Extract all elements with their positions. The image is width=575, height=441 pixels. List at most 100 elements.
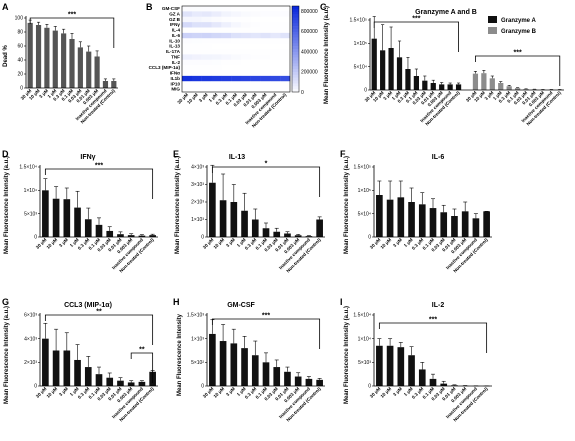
bar [316, 219, 323, 237]
y-tick-label: 1.5×10³ [187, 313, 204, 319]
bar [262, 362, 270, 386]
heatmap-cell [221, 43, 232, 50]
bar [138, 381, 146, 386]
heatmap-cell [231, 6, 242, 12]
panel-c: C Granzyme A and B Mean Fluorescence Inten… [318, 0, 575, 145]
bar [251, 355, 259, 386]
bar [523, 89, 529, 90]
bar [305, 236, 313, 237]
bar [273, 231, 281, 237]
panel-letter-c: C [320, 2, 327, 12]
heatmap-cell [182, 43, 193, 50]
significance-bracket [44, 314, 154, 345]
heatmap-cell [240, 22, 251, 28]
heatmap-cell [201, 86, 212, 93]
y-tick-label: 6×10³ [24, 313, 37, 319]
y-tick-label: 1×10⁵ [354, 41, 367, 47]
bar [61, 33, 67, 88]
colorbar-frame [291, 5, 300, 93]
y-tick-label: 1×10³ [191, 336, 204, 342]
bar [44, 27, 50, 88]
y-tick-label: 0 [364, 88, 367, 94]
heatmap-cell [260, 11, 271, 17]
colorbar-tick-label: 200000 [301, 70, 318, 76]
x-tick-label: 3 μM [58, 386, 69, 397]
colorbar-segment [292, 69, 299, 73]
heatmap-cell [211, 38, 222, 44]
y-axis-label: Mean Fluorescence Intensity (a.u.) [4, 306, 10, 404]
heatmap-cell [221, 27, 232, 34]
significance-label: *** [514, 50, 522, 57]
significance-label: *** [68, 12, 76, 19]
colorbar-segment [292, 49, 299, 53]
heatmap-cell [221, 6, 232, 12]
panel-i-svg: I IL-2 Mean Fluorescence Intensity (a.u.) 0… [340, 297, 492, 423]
x-tick-label: 1 μM [236, 237, 247, 248]
bar [506, 86, 512, 90]
bar [397, 197, 405, 237]
heatmap-cell [191, 86, 202, 93]
heatmap-cell [270, 38, 281, 44]
heatmap-cell [211, 59, 222, 66]
bar [230, 202, 238, 237]
y-tick-label: 0 [201, 235, 204, 241]
y-axis-label: Mean Fluorescence Intensity (a.u.) [344, 156, 350, 254]
heatmap-cell [182, 65, 193, 71]
heatmap-cell [231, 59, 242, 66]
bar [35, 25, 42, 88]
heatmap-cell [191, 6, 202, 12]
bar [95, 224, 103, 237]
heatmap-cell [240, 65, 251, 71]
y-tick-label: 1.5×10⁴ [19, 165, 37, 171]
heatmap-cell [182, 49, 193, 55]
heatmap-col-label: 1 μM [208, 92, 219, 103]
bar [77, 47, 83, 88]
heatmap-cell [260, 49, 271, 55]
panel-title-e: IL-13 [229, 154, 245, 161]
colorbar-segment [292, 60, 299, 64]
bar [209, 182, 216, 237]
heatmap-cell [201, 70, 212, 77]
x-tick-label: 3 μM [225, 237, 236, 248]
heatmap-cell [221, 22, 232, 28]
heatmap-cell [280, 38, 291, 44]
heatmap-cell [280, 54, 291, 60]
heatmap-cell [211, 6, 222, 12]
x-tick-label: 3 μM [225, 386, 236, 397]
heatmap-cell [211, 49, 222, 55]
x-tick-label: 3 μM [392, 237, 403, 248]
bar [408, 202, 415, 237]
y-tick-label: 0 [34, 235, 37, 241]
heatmap-cell [250, 38, 261, 44]
heatmap-cell [270, 43, 281, 50]
y-tick-label: 5×10³ [24, 211, 37, 217]
bar [429, 208, 437, 237]
heatmap-cell [280, 11, 291, 17]
colorbar-segment [292, 77, 299, 81]
x-tick-label: 1 μM [47, 88, 58, 99]
heatmap-cell [270, 81, 281, 87]
panel-e-svg: E IL-13 Mean Fluorescence Intensity (a.u.)… [173, 149, 325, 274]
heatmap-cell [240, 6, 251, 12]
colorbar-segment [292, 43, 299, 47]
heatmap-cell [211, 54, 222, 60]
bar [429, 378, 437, 386]
heatmap-cell [250, 11, 261, 17]
bar [405, 69, 411, 90]
heatmap-cell [221, 59, 232, 66]
colorbar-segment [292, 51, 299, 56]
heatmap-cell [270, 32, 281, 39]
panel-h: H GM-CSF Mean Fluorescence Intensity 0 5×10²… [171, 293, 363, 441]
heatmap-cell [211, 43, 222, 50]
x-tick-label: 3 μM [392, 386, 403, 397]
panel-a: A Dead % 0 20 40 60 80 100 30 μM 10 μM 3 μM 1 μM 0.3… [0, 0, 140, 140]
heatmap-cell [221, 54, 232, 60]
y-tick-label: 0 [368, 235, 371, 241]
heatmap-cell [240, 54, 251, 60]
legend-label: Granzyme B [501, 29, 537, 35]
y-tick-label: 1×10⁴ [358, 336, 371, 342]
panel-title-f: IL-6 [432, 154, 445, 161]
significance-label: ** [139, 347, 145, 354]
colorbar-segment [292, 14, 299, 18]
heatmap-frame [181, 5, 291, 93]
